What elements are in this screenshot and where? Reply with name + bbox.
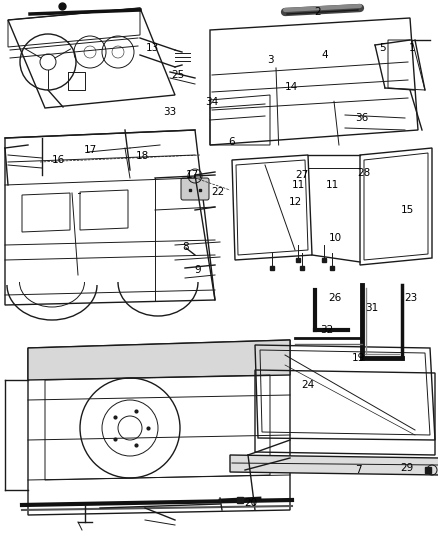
Polygon shape: [230, 455, 438, 475]
Text: 27: 27: [295, 170, 309, 180]
Text: 11: 11: [291, 180, 304, 190]
Polygon shape: [28, 340, 290, 380]
Text: 22: 22: [212, 187, 225, 197]
Text: 3: 3: [267, 55, 273, 65]
Text: 2: 2: [314, 7, 321, 17]
Text: 26: 26: [328, 293, 342, 303]
Text: 14: 14: [284, 82, 298, 92]
Text: 17: 17: [83, 145, 97, 155]
Text: 31: 31: [365, 303, 378, 313]
Text: 1: 1: [409, 43, 415, 53]
FancyBboxPatch shape: [181, 178, 209, 200]
Text: 9: 9: [194, 265, 201, 275]
Text: 28: 28: [357, 168, 371, 178]
Text: 19: 19: [351, 353, 364, 363]
Text: 11: 11: [325, 180, 339, 190]
Text: 13: 13: [145, 43, 159, 53]
Text: 29: 29: [400, 463, 413, 473]
Text: 20: 20: [244, 498, 258, 508]
Text: 16: 16: [51, 155, 65, 165]
Text: 12: 12: [288, 197, 302, 207]
Text: 17: 17: [185, 170, 198, 180]
Text: 15: 15: [400, 205, 413, 215]
Text: 5: 5: [380, 43, 386, 53]
Text: 34: 34: [205, 97, 219, 107]
Text: 32: 32: [320, 325, 334, 335]
Text: 10: 10: [328, 233, 342, 243]
Text: 18: 18: [135, 151, 148, 161]
Text: 33: 33: [163, 107, 177, 117]
Text: 23: 23: [404, 293, 417, 303]
Text: 8: 8: [183, 242, 189, 252]
Text: 7: 7: [355, 465, 361, 475]
Text: 24: 24: [301, 380, 314, 390]
Text: 36: 36: [355, 113, 369, 123]
Text: 6: 6: [229, 137, 235, 147]
Text: 25: 25: [171, 70, 185, 80]
Text: 4: 4: [321, 50, 328, 60]
